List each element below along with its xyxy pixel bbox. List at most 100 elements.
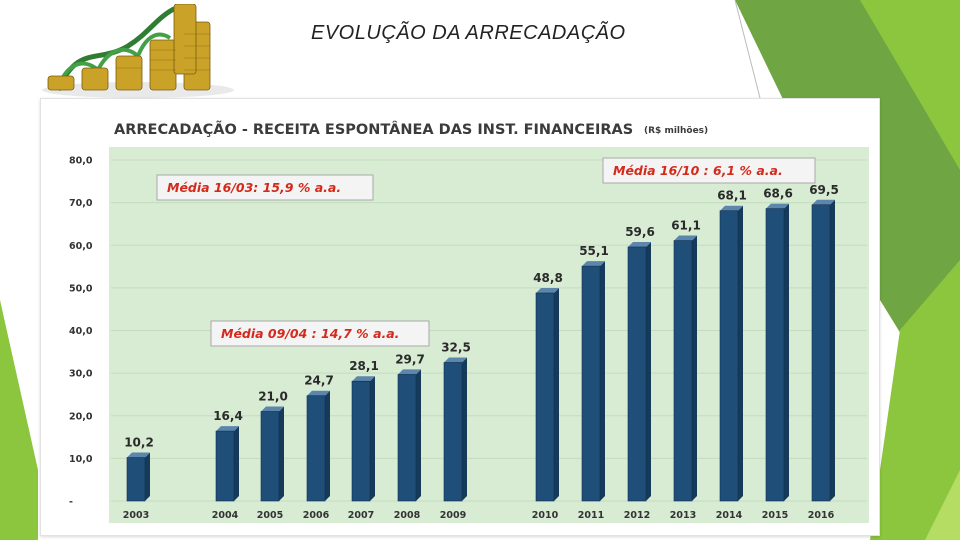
x-tick-label: 2005 [257,510,283,521]
bar-2005 [260,406,284,502]
bar-front [306,395,326,502]
bar-side [738,205,743,501]
bar-side [325,390,330,501]
bar-2015 [765,203,789,502]
x-tick-label: 2006 [303,510,330,521]
bar-top [261,406,284,412]
chart-subtitle: (R$ milhões) [644,126,708,136]
x-tick-label: 2007 [348,510,374,521]
data-label: 55,1 [579,244,609,258]
bar-side [600,261,605,501]
bar-top [766,203,789,209]
bar-2011 [581,261,605,502]
bar-front [351,380,371,502]
bar-front [260,411,280,502]
y-tick-label: 20,0 [69,411,93,422]
data-label: 29,7 [395,352,425,366]
bar-2012 [627,241,651,502]
coins-illustration [42,4,234,98]
bar-side [462,357,467,501]
bar-top [307,390,330,396]
x-tick-label: 2009 [440,510,466,521]
bar-2003 [126,452,150,502]
bar-top [352,376,375,382]
data-label: 68,6 [763,187,793,201]
bar-front [673,240,693,502]
chart-title: ARRECADAÇÃO - RECEITA ESPONTÂNEA DAS INS… [114,121,633,138]
bar-side [784,203,789,501]
data-label: 28,1 [349,359,379,373]
x-axis-ticks: 2003 2004 2005 2006 2007 2008 2009 2010 2011 2012… [123,510,835,521]
bar-2008 [397,369,421,502]
bar-top [812,199,835,205]
x-tick-label: 2011 [578,510,604,521]
bar-side [279,406,284,501]
annotation-background [210,320,430,347]
bar-2013 [673,235,697,502]
y-tick-label: 60,0 [69,241,93,252]
data-label: 61,1 [671,219,701,233]
bar-front [719,210,739,502]
bar-chart: ARRECADAÇÃO - RECEITA ESPONTÂNEA DAS INS… [69,121,869,523]
bar-2006 [306,390,330,502]
bar-2004 [215,426,239,502]
annotation-box: Média 16/03: 15,9 % a.a. [156,174,374,201]
y-tick-label: - [69,497,73,508]
bar-top [720,205,743,211]
y-tick-label: 10,0 [69,454,93,465]
bar-front [443,362,463,502]
y-tick-label: 30,0 [69,369,93,380]
y-tick-label: 40,0 [69,326,93,337]
y-axis-ticks: - 10,0 20,0 30,0 40,0 50,0 60,0 70,0 80,0 [69,156,93,508]
data-label: 48,8 [533,271,563,285]
bar-front [397,374,417,502]
bar-side [692,235,697,501]
bar-top [582,261,605,267]
bar-top [216,426,239,432]
chart-frame: ARRECADAÇÃO - RECEITA ESPONTÂNEA DAS INS… [40,98,880,536]
bar-front [535,292,555,502]
x-tick-label: 2003 [123,510,149,521]
bar-side [416,369,421,501]
bar-front [627,246,647,502]
annotations: Média 16/03: 15,9 % a.a. Média 09/04 : 14… [156,157,816,347]
bar-side [145,452,150,501]
bar-2009 [443,357,467,502]
bar-top [398,369,421,375]
annotation-box: Média 16/10 : 6,1 % a.a. [602,157,816,184]
data-label: 16,4 [213,409,243,423]
annotation-text: Média 09/04 : 14,7 % a.a. [221,326,399,341]
x-tick-label: 2013 [670,510,696,521]
data-label: 10,2 [124,436,154,450]
bar-2010 [535,287,559,502]
x-tick-label: 2016 [808,510,835,521]
data-labels: 10,2 16,4 21,0 24,7 28,1 29,7 32,5 48,8 55,1 59,6… [124,183,839,450]
bar-side [830,199,835,501]
bar-side [234,426,239,501]
bar-side [370,376,375,501]
bar-2016 [811,199,835,502]
x-tick-label: 2008 [394,510,421,521]
data-label: 69,5 [809,183,839,197]
data-label: 32,5 [441,340,471,354]
bar-side [554,287,559,501]
bars [126,199,835,502]
x-tick-label: 2012 [624,510,650,521]
data-label: 24,7 [304,374,334,388]
annotation-background [602,157,816,184]
x-tick-label: 2014 [716,510,743,521]
x-tick-label: 2010 [532,510,559,521]
bar-front [765,208,785,502]
bar-top [628,241,651,247]
data-label: 59,6 [625,225,655,239]
annotation-box: Média 09/04 : 14,7 % a.a. [210,320,430,347]
bar-2014 [719,205,743,502]
data-label: 68,1 [717,189,747,203]
bar-side [646,241,651,501]
bar-front [581,265,601,502]
y-tick-label: 50,0 [69,283,93,294]
bar-top [127,452,150,458]
slide-title: EVOLUÇÃO DA ARRECADAÇÃO [311,22,626,44]
bar-top [536,287,559,293]
x-tick-label: 2004 [212,510,239,521]
